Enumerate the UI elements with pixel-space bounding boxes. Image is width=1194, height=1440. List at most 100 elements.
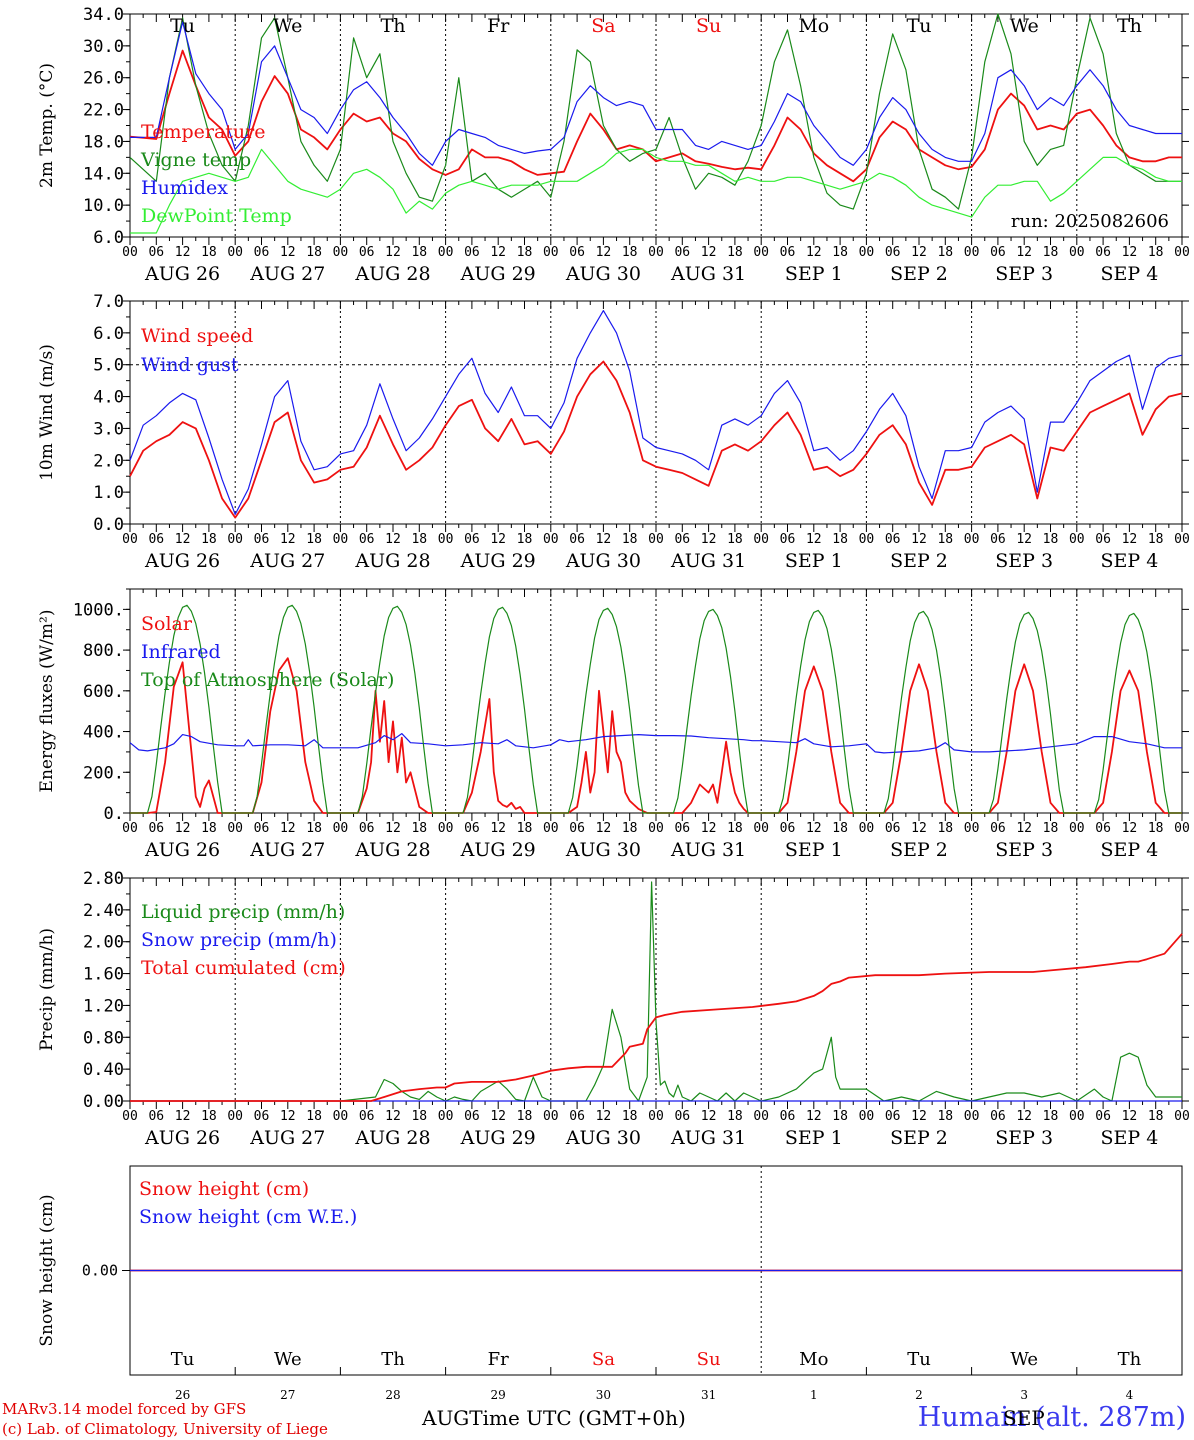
x-hour-label: 00 xyxy=(438,245,454,260)
x-date-label: AUG 29 xyxy=(460,1127,536,1149)
x-hour-label: 18 xyxy=(727,532,743,547)
x-hour-label: 00 xyxy=(1069,532,1085,547)
y-tick-label: 0.80 xyxy=(83,1028,124,1048)
x-hour-label: 06 xyxy=(674,1109,690,1124)
x-hour-label: 00 xyxy=(543,532,559,547)
x-hour-label: 06 xyxy=(148,245,164,260)
x-hour-label: 12 xyxy=(385,532,401,547)
y-tick-label: 0. xyxy=(104,804,124,824)
x-hour-label: 06 xyxy=(464,532,480,547)
x-hour-label: 00 xyxy=(964,821,980,836)
model-credit: MARv3.14 model forced by GFS xyxy=(2,1400,247,1418)
y-tick-label: 600. xyxy=(83,682,124,702)
x-hour-label: 00 xyxy=(333,1109,349,1124)
x-date-label: SEP 4 xyxy=(1100,1127,1158,1149)
x-hour-label: 00 xyxy=(438,1109,454,1124)
x-hour-label: 18 xyxy=(411,245,427,260)
series-vigne-temp xyxy=(129,13,1182,210)
x-hour-label: 00 xyxy=(438,532,454,547)
series-liquid-precip-mm-h- xyxy=(130,881,1182,1102)
y-tick-label: 30.0 xyxy=(83,37,124,57)
x-hour-label: 12 xyxy=(1016,1109,1032,1124)
x-hour-label: 00 xyxy=(859,245,875,260)
x-date-label: SEP 4 xyxy=(1100,263,1158,285)
weekday-label: We xyxy=(274,1349,302,1370)
y-tick-label: 2.40 xyxy=(83,901,124,921)
x-date-label: SEP 3 xyxy=(995,1127,1053,1149)
panel-5 xyxy=(122,1165,1183,1376)
y-axis-label: 2m Temp. (°C) xyxy=(37,63,57,188)
lab-credit: (c) Lab. of Climatology, University of L… xyxy=(2,1420,328,1438)
month-right: SEP xyxy=(1003,1406,1045,1430)
x-hour-label: 18 xyxy=(937,245,953,260)
legend-entry: Temperature xyxy=(141,121,265,143)
x-hour-label: 18 xyxy=(517,245,533,260)
weekday-label: We xyxy=(1010,15,1039,37)
x-hour-label: 12 xyxy=(385,245,401,260)
x-hour-label: 12 xyxy=(596,532,612,547)
x-date-label: AUG 30 xyxy=(565,839,641,861)
x-hour-label: 12 xyxy=(1016,532,1032,547)
weekday-label: Th xyxy=(1118,1349,1142,1370)
y-tick-label: 1000. xyxy=(73,600,124,620)
weekday-label: Tu xyxy=(171,1349,195,1370)
x-hour-label: 12 xyxy=(175,532,191,547)
day-number-label: 30 xyxy=(596,1388,611,1402)
x-date-label: SEP 2 xyxy=(890,550,948,572)
x-hour-label: 06 xyxy=(1095,245,1111,260)
x-hour-label: 06 xyxy=(1095,821,1111,836)
x-hour-label: 18 xyxy=(517,1109,533,1124)
x-date-label: SEP 3 xyxy=(995,550,1053,572)
weekday-label: We xyxy=(1010,1349,1038,1370)
x-hour-label: 18 xyxy=(832,245,848,260)
x-hour-label: 12 xyxy=(1122,1109,1138,1124)
x-hour-label: 06 xyxy=(464,245,480,260)
x-date-label: AUG 31 xyxy=(670,1127,746,1149)
y-tick-label: 14.0 xyxy=(83,164,124,184)
panel-4 xyxy=(123,877,1189,1109)
x-date-label: AUG 31 xyxy=(670,839,746,861)
x-hour-label: 00 xyxy=(859,1109,875,1124)
x-date-label: AUG 28 xyxy=(354,550,430,572)
x-hour-label: 18 xyxy=(201,1109,217,1124)
month-left: AUG xyxy=(422,1406,470,1430)
x-hour-label: 12 xyxy=(911,532,927,547)
station-name: Humain (alt. 287m) xyxy=(917,1402,1186,1433)
x-hour-label: 00 xyxy=(227,1109,243,1124)
legend-entry: Humidex xyxy=(141,177,228,199)
x-date-label: SEP 3 xyxy=(995,839,1053,861)
x-hour-label: 06 xyxy=(254,245,270,260)
x-hour-label: 18 xyxy=(1148,245,1164,260)
weekday-label: Mo xyxy=(799,1349,828,1370)
x-hour-label: 18 xyxy=(727,821,743,836)
x-date-label: SEP 2 xyxy=(890,839,948,861)
legend-entry: Infrared xyxy=(141,641,221,663)
y-tick-label: 26.0 xyxy=(83,69,124,89)
x-hour-label: 06 xyxy=(674,532,690,547)
x-date-label: AUG 28 xyxy=(354,263,430,285)
legend-entry: Vigne temp xyxy=(140,149,251,171)
x-hour-label: 12 xyxy=(911,245,927,260)
y-tick-label: 400. xyxy=(83,723,124,743)
x-hour-label: 00 xyxy=(648,821,664,836)
y-tick-label: 2.80 xyxy=(83,869,124,889)
x-hour-label: 06 xyxy=(674,245,690,260)
x-hour-label: 18 xyxy=(201,532,217,547)
x-date-label: AUG 26 xyxy=(144,839,220,861)
x-hour-label: 12 xyxy=(175,821,191,836)
x-hour-label: 00 xyxy=(859,532,875,547)
legend-entry: Wind gust xyxy=(141,354,239,376)
x-hour-label: 06 xyxy=(780,1109,796,1124)
y-tick-label: 200. xyxy=(83,763,124,783)
day-number-label: 28 xyxy=(385,1388,400,1402)
x-hour-label: 12 xyxy=(596,1109,612,1124)
x-hour-label: 12 xyxy=(806,1109,822,1124)
day-number-label: 26 xyxy=(175,1388,190,1402)
x-date-label: AUG 28 xyxy=(354,839,430,861)
x-hour-label: 12 xyxy=(701,245,717,260)
x-hour-label: 00 xyxy=(227,245,243,260)
x-hour-label: 06 xyxy=(990,245,1006,260)
x-hour-label: 18 xyxy=(1148,1109,1164,1124)
x-hour-label: 12 xyxy=(1122,532,1138,547)
x-hour-label: 00 xyxy=(333,821,349,836)
